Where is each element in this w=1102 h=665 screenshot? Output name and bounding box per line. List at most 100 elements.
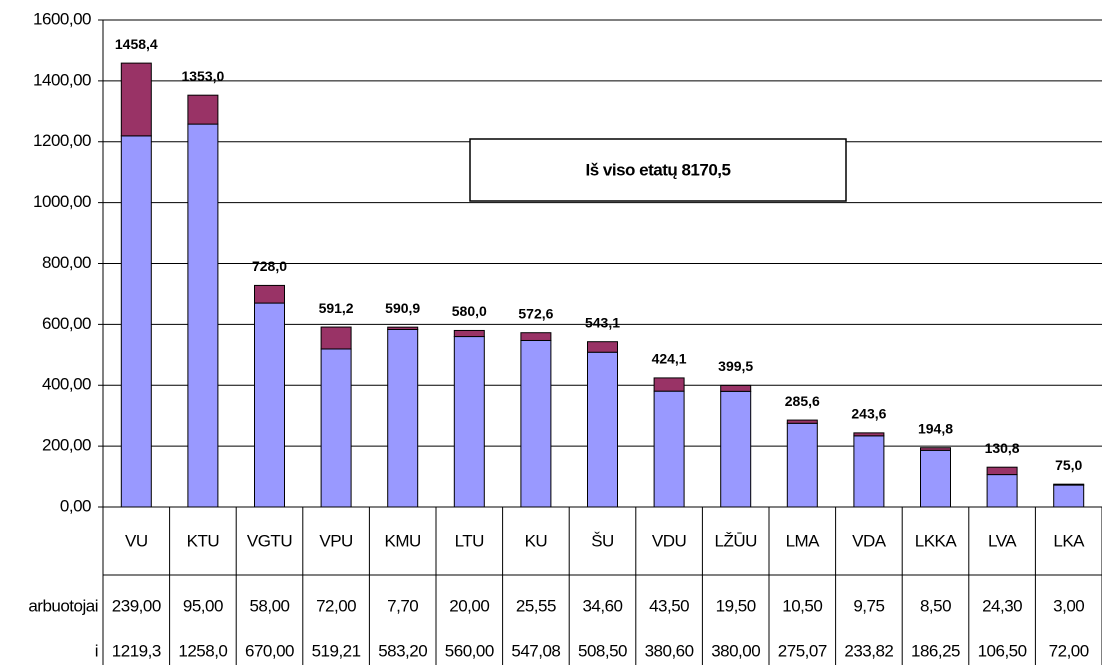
x-tick-label: KMU [385,531,421,550]
table-cell: 583,20 [378,641,427,660]
bar-segment [1053,483,1085,486]
bar-segment [653,377,685,392]
bar-segment [520,339,552,508]
bar-segment [720,384,752,392]
bar-segment [920,447,951,451]
bar-segment [320,326,352,350]
table-cell: 24,30 [982,596,1022,615]
total-label: 399,5 [718,358,753,374]
table-cell: 7,70 [387,596,418,615]
x-tick-label: KU [525,531,548,550]
table-cell: 547,08 [511,641,560,660]
bar-segment [587,351,618,508]
total-label: 580,0 [452,303,487,319]
y-tick-label: 1400,00 [33,70,91,89]
x-tick-label: VPU [319,531,352,550]
table-cell: 380,00 [711,641,760,660]
legend-label: i [95,641,98,660]
total-label: 543,1 [585,314,620,330]
bar-segment [587,341,618,353]
table-cell: 1219,3 [112,641,161,660]
table-cell: 670,00 [245,641,294,660]
x-tick-label: VDA [852,531,887,550]
x-tick-label: LKKA [915,531,958,550]
bar-segment [920,449,951,508]
table-cell: 1258,0 [178,641,227,660]
table-cell: 19,50 [716,596,756,615]
bar-segment [853,435,885,508]
bar-segment [254,302,285,508]
x-tick-label: LMA [786,531,821,550]
total-label: 572,6 [518,305,553,321]
bar-segment [786,422,818,508]
bar-segment [120,62,152,137]
y-tick-label: 0,00 [60,496,91,515]
total-label: 130,8 [985,440,1020,456]
total-label: 424,1 [652,351,687,367]
x-tick-label: VU [125,531,148,550]
bar-segment [986,466,1018,476]
total-label: 591,2 [319,300,354,316]
x-tick-label: LKA [1053,531,1085,550]
table-cell: 58,00 [249,596,289,615]
table-cell: 95,00 [183,596,223,615]
total-label: 590,9 [385,300,420,316]
table-cell: 186,25 [911,641,960,660]
table-cell: 519,21 [312,641,361,660]
x-tick-label: KTU [187,531,220,550]
table-cell: 106,50 [978,641,1027,660]
total-label: 194,8 [918,420,953,436]
table-cell: 8,50 [920,596,951,615]
y-tick-label: 1000,00 [33,192,91,211]
table-cell: 380,60 [645,641,694,660]
table-cell: 3,00 [1053,596,1084,615]
annotation-box [469,138,847,202]
bar-segment [320,348,352,508]
table-cell: 10,50 [782,596,822,615]
bar-segment [187,94,219,125]
bar-segment [387,326,419,330]
table-cell: 508,50 [578,641,627,660]
total-label: 1458,4 [115,36,158,52]
annotation: Iš viso etatų 8170,5 [586,160,731,179]
table-cell: 34,60 [582,596,622,615]
table-cell: 43,50 [649,596,689,615]
y-tick-label: 600,00 [42,314,91,333]
table-cell: 72,00 [316,596,356,615]
bar-segment [254,284,285,304]
table-cell: 233,82 [844,641,893,660]
y-tick-label: 1600,00 [33,9,91,28]
bar-segment [187,123,219,508]
y-tick-label: 400,00 [42,375,91,394]
bar-segment [1053,484,1085,508]
x-tick-label: ŠU [591,531,614,550]
total-label: 728,0 [252,258,287,274]
bar-segment [453,336,485,508]
bar-segment [453,329,485,338]
total-label: 243,6 [851,406,886,422]
total-label: 1353,0 [181,68,224,84]
table-cell: 275,07 [778,641,827,660]
x-tick-label: LTU [455,531,484,550]
bar-segment [653,390,685,508]
table-cell: 9,75 [853,596,884,615]
total-label: 285,6 [785,393,820,409]
table-cell: 72,00 [1049,641,1089,660]
bar-segment [120,135,152,508]
bar-segment [786,419,818,424]
y-tick-label: 200,00 [42,436,91,455]
bar-segment [853,432,885,437]
table-cell: 560,00 [445,641,494,660]
bar-segment [986,474,1018,508]
y-tick-label: 800,00 [42,253,91,272]
x-tick-label: LŽŪU [714,531,756,550]
y-tick-label: 1200,00 [33,131,91,150]
bar-segment [387,328,419,508]
legend-label: arbuotojai [28,596,98,615]
table-cell: 20,00 [449,596,489,615]
total-label: 75,0 [1055,457,1082,473]
x-tick-label: LVA [988,531,1017,550]
table-cell: 239,00 [112,596,161,615]
